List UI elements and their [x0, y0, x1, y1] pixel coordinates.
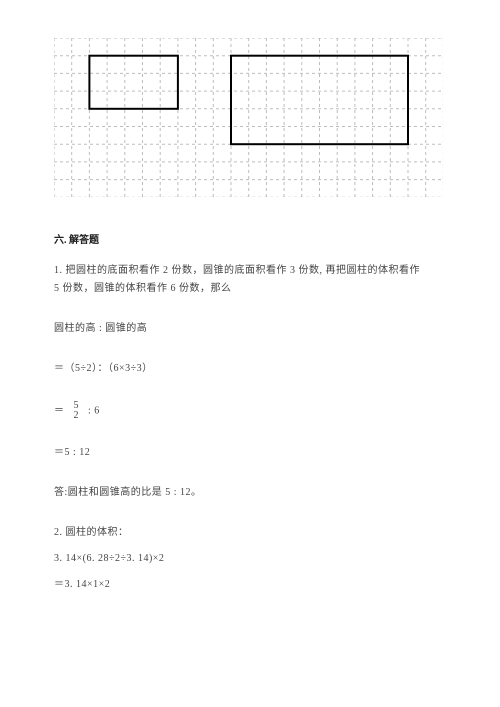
grid-diagram	[54, 38, 446, 197]
q1-line4: ＝（5÷2）：（6×3÷3）	[54, 361, 446, 377]
grid-svg	[54, 38, 443, 197]
fraction-denominator: 2	[74, 411, 80, 421]
q1-answer: 答:圆柱和圆锥高的比是 5 : 12。	[54, 485, 446, 501]
q2-line3: ＝3. 14×1×2	[54, 577, 446, 593]
q1-line2: 5 份数，圆锥的体积看作 6 份数，那么	[54, 281, 446, 297]
q1-line5: ＝ 5 2 : 6	[54, 401, 446, 421]
question-2: 2. 圆柱的体积： 3. 14×(6. 28÷2÷3. 14)×2 ＝3. 14…	[54, 525, 446, 593]
q2-line2: 3. 14×(6. 28÷2÷3. 14)×2	[54, 551, 446, 567]
q1-line5-suffix: : 6	[88, 406, 100, 417]
q1-line6: ＝5 : 12	[54, 445, 446, 461]
q2-line1: 2. 圆柱的体积：	[54, 525, 446, 541]
section-header: 六. 解答题	[54, 233, 446, 249]
q1-line5-prefix: ＝	[54, 406, 65, 417]
q1-line3: 圆柱的高 : 圆锥的高	[54, 321, 446, 337]
q1-line1: 1. 把圆柱的底面积看作 2 份数，圆锥的底面积看作 3 份数, 再把圆柱的体积…	[54, 263, 446, 279]
fraction-5-over-2: 5 2	[74, 401, 80, 421]
question-1: 1. 把圆柱的底面积看作 2 份数，圆锥的底面积看作 3 份数, 再把圆柱的体积…	[54, 263, 446, 501]
